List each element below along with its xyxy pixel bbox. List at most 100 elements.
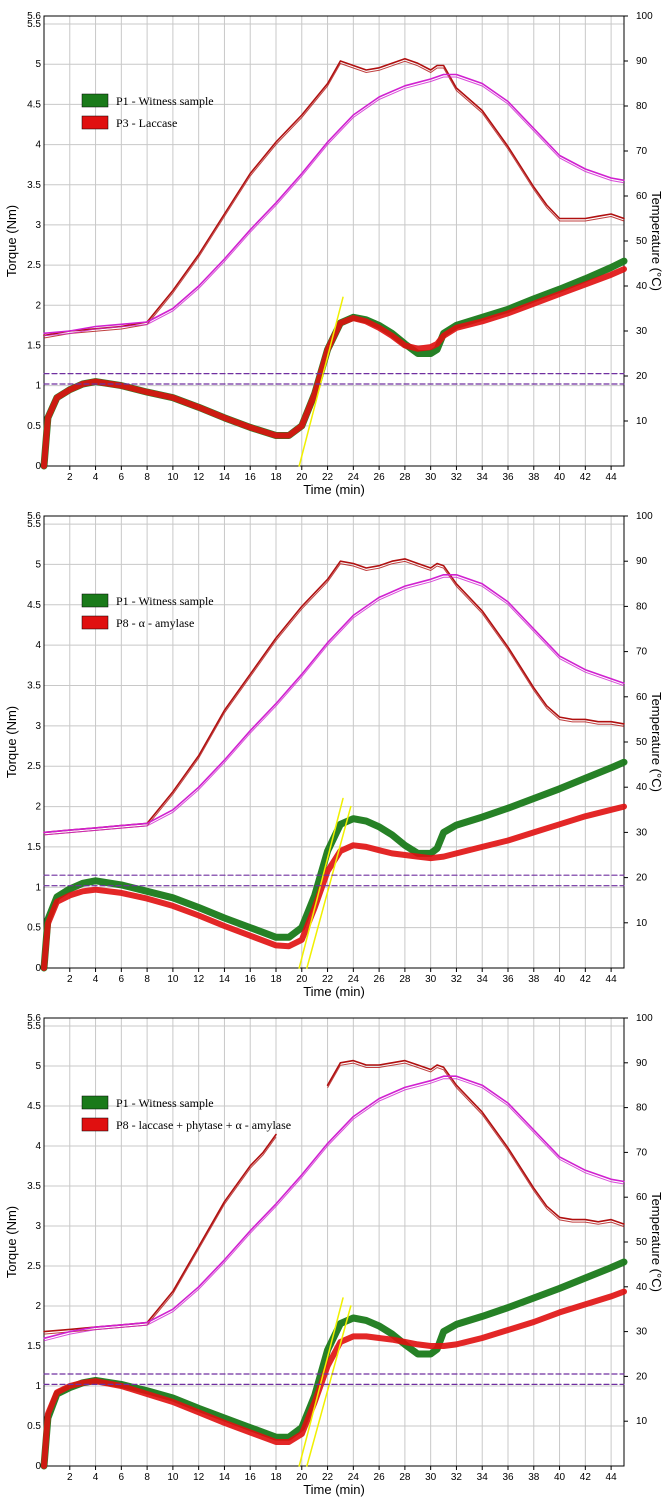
y2-tick-label: 40 — [636, 281, 648, 292]
y-tick-label: 0.5 — [27, 421, 41, 432]
x-axis-title: Time (min) — [303, 984, 365, 999]
y2-tick-label: 100 — [636, 11, 653, 22]
y-tick-label: 4 — [35, 640, 41, 651]
y-tick-label: 5.6 — [27, 511, 41, 522]
x-tick-label: 36 — [502, 974, 514, 985]
y-tick-label: 5.5 — [27, 519, 41, 530]
x-tick-label: 24 — [348, 472, 360, 483]
y-tick-label: 0 — [35, 1461, 41, 1472]
tangent-line — [298, 1297, 344, 1467]
heater-temperature-line-repeat — [43, 576, 625, 836]
x-tick-label: 10 — [167, 1472, 179, 1483]
x-tick-label: 8 — [144, 472, 150, 483]
y2-tick-label: 50 — [636, 1237, 648, 1248]
plot-frame — [43, 1017, 625, 1467]
x-tick-label: 36 — [502, 472, 514, 483]
x-tick-label: 14 — [219, 974, 231, 985]
y2-tick-label: 60 — [636, 692, 648, 703]
x-tick-label: 42 — [580, 472, 592, 483]
x-tick-label: 42 — [580, 1472, 592, 1483]
chart-panel-3: 2 4 6 8 10 12 14 16 18 20 22 24 26 28 30 32 34 36 38 40 42 44… — [4, 1013, 664, 1497]
y2-axis-title: Temperature (°C) — [649, 191, 664, 291]
y2-tick-label: 60 — [636, 1192, 648, 1203]
x-tick-label: 6 — [119, 974, 125, 985]
x-tick-label: 2 — [67, 974, 73, 985]
heater-temperature-line — [43, 574, 625, 834]
y2-tick-label: 100 — [636, 511, 653, 522]
x-tick-label: 32 — [451, 974, 463, 985]
x-tick-label: 16 — [245, 974, 257, 985]
y2-tick-label: 80 — [636, 101, 648, 112]
y-tick-label: 1 — [35, 381, 41, 392]
chart-panel-2: 2 4 6 8 10 12 14 16 18 20 22 24 26 28 30 32 34 36 38 40 42 44… — [4, 511, 664, 999]
y-tick-label: 3.5 — [27, 681, 41, 692]
witness-torque-line — [40, 758, 628, 972]
x-tick-label: 10 — [167, 472, 179, 483]
legend-swatch — [81, 615, 109, 630]
x-axis-title: Time (min) — [303, 1482, 365, 1497]
y-tick-label: 4.5 — [27, 99, 41, 110]
y2-tick-label: 90 — [636, 556, 648, 567]
plot-frame — [43, 15, 625, 467]
treated-torque-line — [41, 803, 627, 971]
heater-temperature-line — [43, 1075, 625, 1340]
legend-swatch — [81, 593, 109, 608]
x-tick-label: 2 — [67, 1472, 73, 1483]
x-tick-label: 34 — [477, 472, 489, 483]
x-tick-label: 42 — [580, 974, 592, 985]
x-tick-label: 40 — [554, 1472, 566, 1483]
x-tick-label: 14 — [219, 472, 231, 483]
x-tick-label: 24 — [348, 1472, 360, 1483]
y2-tick-label: 60 — [636, 191, 648, 202]
y2-tick-label: 20 — [636, 1371, 648, 1382]
x-tick-label: 22 — [322, 472, 334, 483]
y2-tick-label: 40 — [636, 782, 648, 793]
y-tick-label: 3.5 — [27, 180, 41, 191]
y2-tick-label: 90 — [636, 1058, 648, 1069]
y2-tick-label: 50 — [636, 737, 648, 748]
chart-panel-1: 2 4 6 8 10 12 14 16 18 20 22 24 26 28 30 32 34 36 38 40 42 44… — [4, 11, 664, 497]
x-tick-label: 24 — [348, 974, 360, 985]
tangent-line — [298, 797, 344, 969]
y-tick-label: 5.6 — [27, 1013, 41, 1024]
heater-temperature-line-repeat — [43, 76, 625, 337]
y2-tick-label: 30 — [636, 1327, 648, 1338]
y2-tick-label: 80 — [636, 1103, 648, 1114]
y-tick-label: 5 — [35, 559, 41, 570]
y-tick-label: 1.5 — [27, 1341, 41, 1352]
x-tick-label: 20 — [296, 974, 308, 985]
x-tick-label: 18 — [270, 472, 282, 483]
y-tick-label: 3 — [35, 220, 41, 231]
x-tick-label: 4 — [93, 472, 99, 483]
y2-axis-title: Temperature (°C) — [649, 692, 664, 792]
x-tick-label: 26 — [374, 472, 386, 483]
x-tick-label: 22 — [322, 1472, 334, 1483]
x-tick-label: 30 — [425, 974, 437, 985]
x-tick-label: 28 — [399, 1472, 411, 1483]
x-tick-label: 20 — [296, 472, 308, 483]
x-tick-label: 32 — [451, 1472, 463, 1483]
legend-label: P1 - Witness sample — [116, 1096, 214, 1110]
x-tick-label: 36 — [502, 1472, 514, 1483]
y-tick-label: 3 — [35, 1221, 41, 1232]
x-tick-label: 12 — [193, 1472, 205, 1483]
y2-axis-title: Temperature (°C) — [649, 1192, 664, 1292]
legend-label: P8 - α - amylase — [116, 616, 194, 630]
x-tick-label: 4 — [93, 974, 99, 985]
y-tick-label: 1.5 — [27, 340, 41, 351]
y2-tick-label: 70 — [636, 1147, 648, 1158]
x-tick-label: 6 — [119, 472, 125, 483]
x-tick-label: 2 — [67, 472, 73, 483]
dough-temperature-line — [43, 558, 625, 834]
dough-temperature-line — [43, 58, 625, 337]
y-tick-label: 5 — [35, 1061, 41, 1072]
plot-frame — [43, 515, 625, 969]
legend-label: P1 - Witness sample — [116, 94, 214, 108]
y-tick-label: 5.5 — [27, 19, 41, 30]
x-tick-label: 20 — [296, 1472, 308, 1483]
x-tick-label: 44 — [606, 1472, 618, 1483]
y-tick-label: 2.5 — [27, 761, 41, 772]
y-tick-label: 2.5 — [27, 260, 41, 271]
x-tick-label: 16 — [245, 472, 257, 483]
y-tick-label: 2 — [35, 802, 41, 813]
